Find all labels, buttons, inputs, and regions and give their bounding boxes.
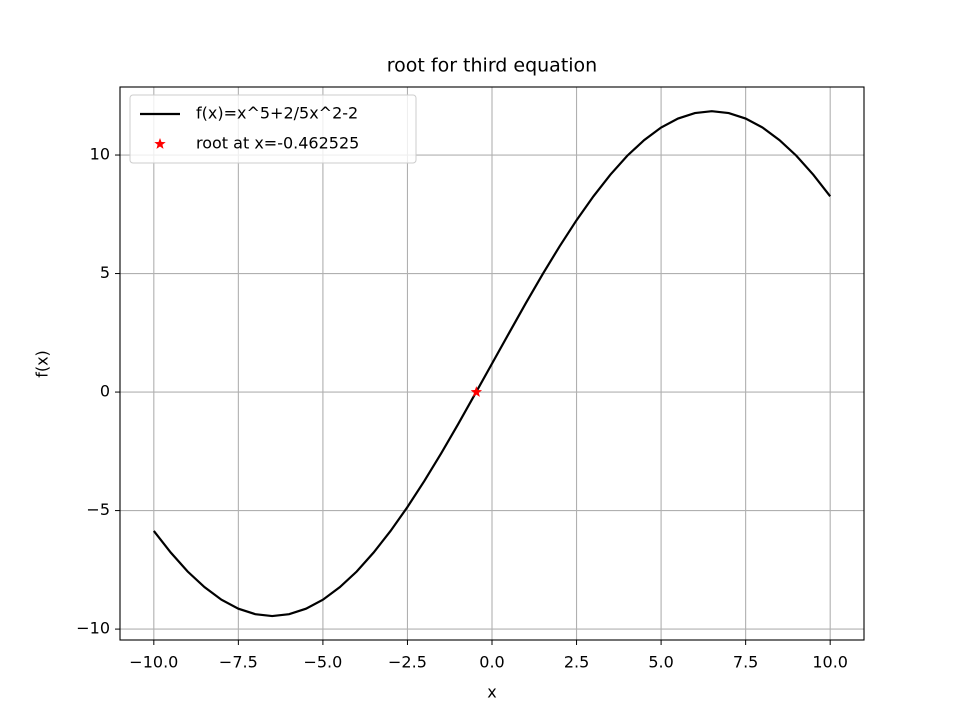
line-series xyxy=(152,110,832,618)
y-tick-label: −5 xyxy=(86,500,110,519)
y-tick-label: 5 xyxy=(100,263,110,282)
x-tick-label: 5.0 xyxy=(648,653,673,672)
chart-title: root for third equation xyxy=(387,55,597,77)
x-axis-label: x xyxy=(487,683,496,702)
x-tick-label: 0.0 xyxy=(479,653,504,672)
y-tick-label: 10 xyxy=(90,145,110,164)
legend-label: f(x)=x^5+2/5x^2-2 xyxy=(196,104,358,123)
y-tick-label: 0 xyxy=(100,382,110,401)
y-tick-label: −10 xyxy=(76,619,110,638)
y-axis-label: f(x) xyxy=(33,350,52,378)
root-marker xyxy=(470,386,483,397)
plot-frame xyxy=(119,86,865,641)
x-tick-label: 7.5 xyxy=(733,653,758,672)
legend-box xyxy=(129,94,417,164)
x-tick-label: −7.5 xyxy=(219,653,258,672)
x-tick-label: 10.0 xyxy=(812,653,848,672)
x-tick-label: 2.5 xyxy=(564,653,589,672)
legend-marker xyxy=(154,138,166,149)
x-tick-label: −2.5 xyxy=(388,653,427,672)
x-tick-label: −10.0 xyxy=(129,653,178,672)
legend-label: root at x=-0.462525 xyxy=(196,134,359,153)
x-tick-label: −5.0 xyxy=(303,653,342,672)
